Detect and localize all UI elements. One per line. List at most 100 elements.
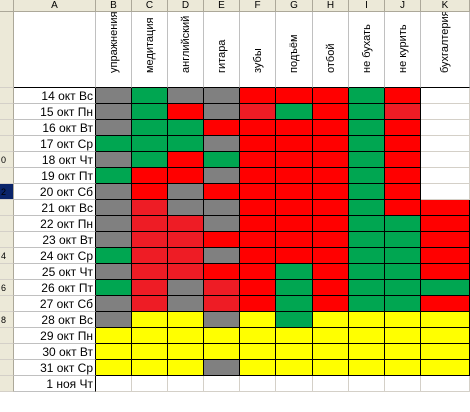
habit-cell[interactable] [385,136,421,152]
column-header-d[interactable]: D [168,0,204,12]
habit-header-cell[interactable]: подъём [276,12,313,88]
habit-cell[interactable] [168,312,204,328]
habit-cell[interactable] [132,120,168,136]
habit-cell[interactable] [421,136,470,152]
habit-cell[interactable] [313,376,349,392]
habit-header-cell[interactable]: медитация [132,12,168,88]
habit-cell[interactable] [421,312,470,328]
habit-cell[interactable] [276,264,313,280]
row-header[interactable] [0,232,14,248]
habit-cell[interactable] [168,88,204,104]
row-header[interactable] [0,104,14,120]
habit-cell[interactable] [421,184,470,200]
habit-cell[interactable] [385,296,421,312]
habit-cell[interactable] [168,376,204,392]
habit-cell[interactable] [385,360,421,376]
habit-cell[interactable] [240,168,276,184]
habit-cell[interactable] [313,120,349,136]
habit-cell[interactable] [132,232,168,248]
habit-cell[interactable] [96,136,132,152]
habit-cell[interactable] [132,136,168,152]
habit-cell[interactable] [385,232,421,248]
habit-cell[interactable] [168,232,204,248]
habit-cell[interactable] [96,296,132,312]
habit-cell[interactable] [96,88,132,104]
habit-cell[interactable] [204,328,240,344]
habit-header-cell[interactable]: не курить [385,12,421,88]
habit-cell[interactable] [385,184,421,200]
habit-cell[interactable] [313,360,349,376]
habit-cell[interactable] [96,104,132,120]
habit-cell[interactable] [313,328,349,344]
habit-cell[interactable] [240,104,276,120]
habit-cell[interactable] [276,248,313,264]
habit-cell[interactable] [96,200,132,216]
habit-cell[interactable] [204,376,240,392]
habit-cell[interactable] [276,376,313,392]
habit-cell[interactable] [421,120,470,136]
habit-cell[interactable] [313,280,349,296]
habit-cell[interactable] [168,136,204,152]
habit-cell[interactable] [96,168,132,184]
date-cell[interactable]: 19 окт Пт [14,168,96,184]
column-header-h[interactable]: H [313,0,349,12]
habit-cell[interactable] [276,328,313,344]
habit-cell[interactable] [421,280,470,296]
habit-header-cell[interactable]: не бухать [349,12,385,88]
habit-cell[interactable] [276,200,313,216]
row-header[interactable] [0,296,14,312]
habit-cell[interactable] [349,280,385,296]
habit-cell[interactable] [349,264,385,280]
habit-cell[interactable] [385,376,421,392]
habit-cell[interactable] [385,88,421,104]
habit-cell[interactable] [276,312,313,328]
habit-cell[interactable] [421,152,470,168]
date-column-header-cell[interactable] [14,12,96,88]
row-header[interactable]: 0 [0,152,14,168]
habit-cell[interactable] [96,232,132,248]
habit-cell[interactable] [349,312,385,328]
date-cell[interactable]: 15 окт Пн [14,104,96,120]
habit-cell[interactable] [132,312,168,328]
habit-cell[interactable] [385,104,421,120]
habit-cell[interactable] [421,360,470,376]
habit-cell[interactable] [313,184,349,200]
habit-cell[interactable] [421,376,470,392]
date-cell[interactable]: 22 окт Пн [14,216,96,232]
habit-cell[interactable] [204,136,240,152]
habit-cell[interactable] [96,344,132,360]
habit-cell[interactable] [240,264,276,280]
date-cell[interactable]: 24 окт Ср [14,248,96,264]
habit-cell[interactable] [313,216,349,232]
row-header[interactable] [0,120,14,136]
date-cell[interactable]: 18 окт Чт [14,152,96,168]
habit-cell[interactable] [204,312,240,328]
habit-cell[interactable] [240,248,276,264]
habit-cell[interactable] [132,280,168,296]
date-cell[interactable]: 14 окт Вс [14,88,96,104]
habit-cell[interactable] [132,168,168,184]
column-header-g[interactable]: G [276,0,313,12]
habit-cell[interactable] [349,168,385,184]
habit-cell[interactable] [349,296,385,312]
habit-cell[interactable] [349,184,385,200]
habit-cell[interactable] [313,136,349,152]
habit-cell[interactable] [240,312,276,328]
date-cell[interactable]: 26 окт Пт [14,280,96,296]
habit-cell[interactable] [313,264,349,280]
row-header[interactable]: 6 [0,280,14,296]
date-cell[interactable]: 27 окт Сб [14,296,96,312]
column-header-b[interactable]: B [96,0,132,12]
date-cell[interactable]: 25 окт Чт [14,264,96,280]
habit-header-cell[interactable]: гитара [204,12,240,88]
column-header-j[interactable]: J [385,0,421,12]
habit-cell[interactable] [132,216,168,232]
habit-cell[interactable] [385,248,421,264]
habit-cell[interactable] [204,152,240,168]
habit-cell[interactable] [349,216,385,232]
date-cell[interactable]: 17 окт Ср [14,136,96,152]
habit-cell[interactable] [240,216,276,232]
date-cell[interactable]: 20 окт Сб [14,184,96,200]
habit-header-cell[interactable]: отбой [313,12,349,88]
column-header-c[interactable]: C [132,0,168,12]
